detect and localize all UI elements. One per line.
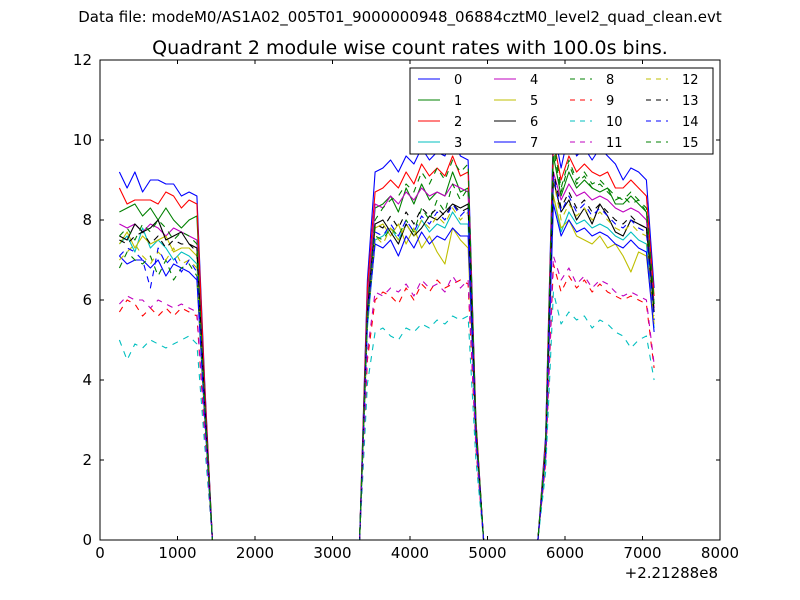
x-tick-label: 7000 [623,544,661,562]
legend-label-9: 9 [606,94,614,109]
legend-label-7: 7 [530,136,538,151]
series-line-12 [119,179,655,541]
y-tick-label: 2 [82,451,92,469]
legend-label-0: 0 [454,73,462,88]
series-line-8 [118,147,655,541]
legend-label-3: 3 [454,136,462,151]
series-line-15 [119,139,655,541]
y-tick-label: 0 [82,531,92,549]
legend-label-12: 12 [682,73,699,88]
x-tick-label: 1000 [158,544,196,562]
y-tick-label: 4 [82,371,92,389]
y-tick-label: 6 [82,291,92,309]
legend-label-8: 8 [606,73,614,88]
y-tick-label: 10 [73,131,92,149]
legend-label-13: 13 [682,94,699,109]
chart-title: Quadrant 2 module wise count rates with … [152,37,668,59]
legend-label-2: 2 [454,115,462,130]
x-tick-label: 8000 [701,544,739,562]
legend-label-4: 4 [530,73,538,88]
y-tick-label: 8 [82,211,92,229]
x-tick-label: 5000 [468,544,506,562]
series-line-14 [119,175,655,541]
legend-label-1: 1 [454,94,462,109]
legend-box [409,67,714,155]
legend-label-14: 14 [682,115,699,130]
figure-suptitle: Data file: modeM0/AS1A02_005T01_90000009… [78,8,722,26]
series-line-11 [119,255,655,541]
axis-ticks: 0 1000 2000 3000 4000 5000 6000 7000 80000246810… [73,51,739,562]
legend-label-10: 10 [606,115,623,130]
x-tick-label: 0 [95,544,105,562]
x-offset-label: +2.21288e8 [625,564,718,582]
x-tick-label: 4000 [391,544,429,562]
legend-label-6: 6 [530,115,538,130]
legend-label-5: 5 [530,94,538,109]
legend-label-11: 11 [606,136,623,151]
legend-label-15: 15 [682,136,699,151]
y-tick-label: 12 [73,51,92,69]
plot-lines [118,127,655,541]
x-tick-label: 3000 [313,544,351,562]
x-tick-label: 6000 [546,544,584,562]
x-tick-label: 2000 [236,544,274,562]
